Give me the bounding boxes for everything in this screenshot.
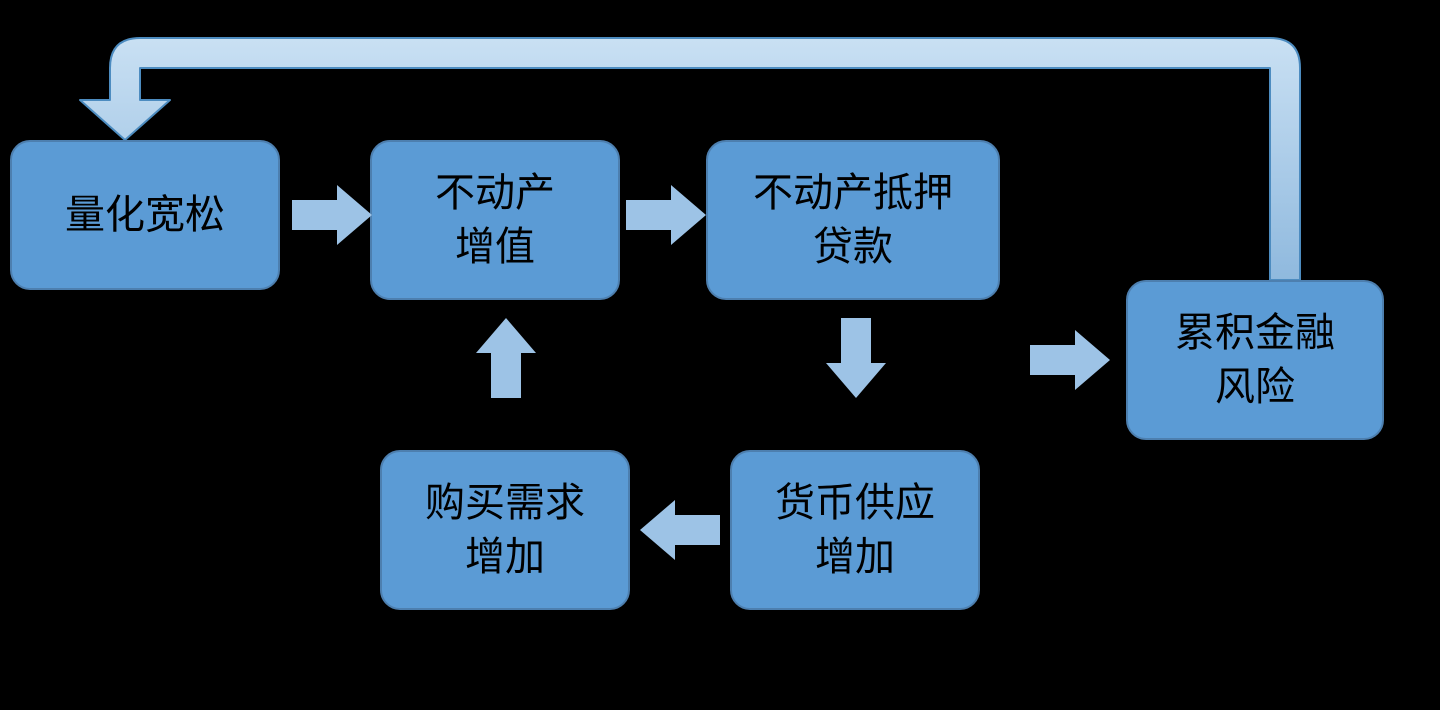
node-label: 购买需求 增加 <box>382 476 628 584</box>
node-quant-easing: 量化宽松 <box>10 140 280 290</box>
node-demand-increase: 购买需求 增加 <box>380 450 630 610</box>
flowchart-canvas: 量化宽松 不动产 增值 不动产抵押 贷款 货币供应 增加 购买需求 增加 累积金… <box>0 0 1440 710</box>
node-label: 量化宽松 <box>12 188 278 242</box>
arrow-right-icon <box>626 185 706 245</box>
node-label: 货币供应 增加 <box>732 476 978 584</box>
arrow-up-icon <box>476 318 536 398</box>
node-label: 不动产 增值 <box>372 166 618 274</box>
arrow-right-icon <box>292 185 372 245</box>
arrow-right-icon <box>1030 330 1110 390</box>
arrow-down-icon <box>826 318 886 398</box>
node-label: 不动产抵押 贷款 <box>708 166 998 274</box>
node-mortgage-loan: 不动产抵押 贷款 <box>706 140 1000 300</box>
node-financial-risk: 累积金融 风险 <box>1126 280 1384 440</box>
node-money-supply: 货币供应 增加 <box>730 450 980 610</box>
node-realestate-appreciation: 不动产 增值 <box>370 140 620 300</box>
arrow-left-icon <box>640 500 720 560</box>
node-label: 累积金融 风险 <box>1128 306 1382 414</box>
